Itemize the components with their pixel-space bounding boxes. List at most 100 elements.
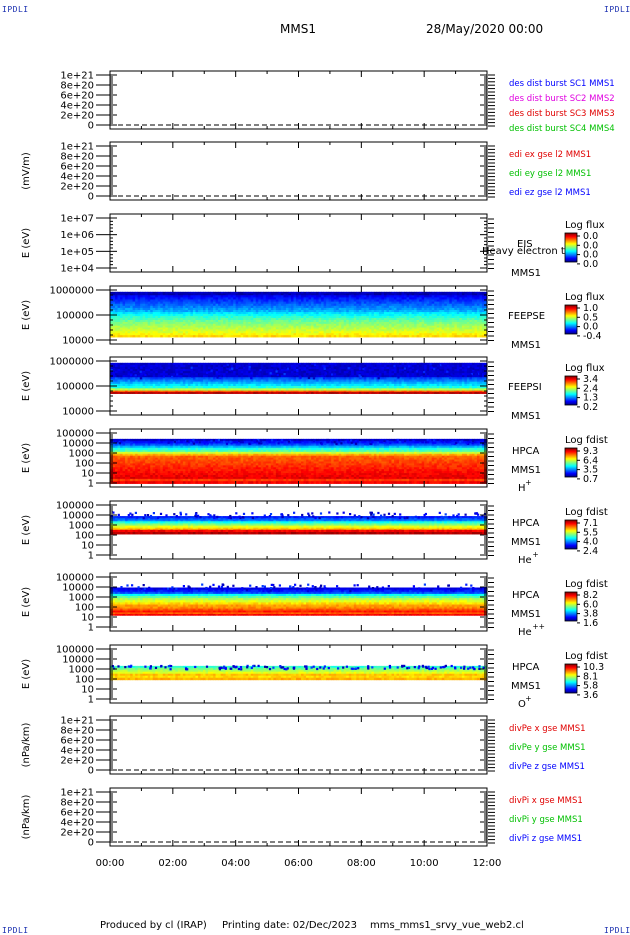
spectrogram-cell [417,335,420,337]
spectrogram-cell [268,335,271,337]
spectrogram-cell [407,335,410,337]
spectrogram-cell [233,335,236,337]
spectrogram-cell [160,335,163,337]
spectrogram-cell [273,335,276,337]
spectrogram-cell [432,335,435,337]
spectrogram-cell [188,335,191,337]
spectrogram-cell [203,335,206,337]
spectrogram-cell [140,335,143,337]
spectrogram-cell [464,335,467,337]
spectrogram-cell [278,335,281,337]
spectrogram-cell [158,335,161,337]
spectrogram-cell [180,335,183,337]
y-tick-label: 1e+04 [60,264,94,275]
spectrogram-cell [208,335,211,337]
spectrogram-cell [286,335,289,337]
y-axis-label: E (eV) [21,228,32,258]
y-tick-label: 1000000 [49,286,94,297]
spectrogram-cell [185,335,188,337]
spectrogram-cell [248,335,251,337]
spectrogram-cell [123,335,126,337]
spectrogram-cell [442,335,445,337]
spectrogram-cell [479,335,482,337]
spectrogram-cell [118,335,121,337]
spectrogram-cell [419,335,422,337]
spectrogram-cell [306,335,309,337]
spectrogram-cell [414,335,417,337]
spectrogram-cell [170,335,173,337]
spectrogram-cell [206,335,209,337]
panel-frame [110,71,487,129]
y-tick-label: 100000 [56,311,94,322]
spectrogram-cell [341,335,344,337]
spectrogram-cell [226,335,229,337]
spectrogram-cell [276,335,279,337]
spectrogram-cell [178,335,181,337]
spectrogram-cell [334,335,337,337]
spectrogram-cell [366,335,369,337]
spectrogram-cell [309,335,312,337]
spectrogram-cell [130,335,133,337]
spectrogram-cell [263,335,266,337]
spectrogram-cell [424,335,427,337]
spectrogram-cell [351,335,354,337]
spectrogram-cell [336,335,339,337]
spectrogram-cell [397,335,400,337]
legend-entry: edi ez gse l2 MMS1 [509,188,591,198]
spectrogram-cell [376,335,379,337]
spectrogram-cell [173,335,176,337]
spectrogram-cell [231,335,234,337]
spectrogram-cell [241,335,244,337]
spectrogram-cell [311,335,314,337]
spectrogram-cell [293,335,296,337]
spectrogram-cell [444,335,447,337]
spectrogram-cell [183,335,186,337]
colorbar [565,305,577,334]
spectrogram-cell [459,335,462,337]
spectrogram-cell [402,335,405,337]
legend-entry: des dist burst SC3 MMS3 [509,109,615,119]
colorbar-title: Log flux [565,292,605,303]
spectrogram-cell [319,335,322,337]
spectrogram-cell [190,335,193,337]
spectrogram-cell [150,335,153,337]
legend-entry: edi ex gse l2 MMS1 [509,150,591,160]
spectrogram-cell [452,335,455,337]
spectrogram-cell [344,335,347,337]
y-tick-label: 0 [88,121,94,132]
legend-entry: des dist burst SC4 MMS4 [509,124,615,134]
spectrogram-cell [469,335,472,337]
legend-entry: des dist burst SC2 MMS2 [509,94,615,104]
spectrogram-cell [374,335,377,337]
spectrogram-cell [379,335,382,337]
spectrogram-cell [364,335,367,337]
spectrogram-cell [389,335,392,337]
spectrogram-cell [120,335,123,337]
spectrogram-cell [195,335,198,337]
spectrogram-cell [449,335,452,337]
spectrogram-cell [371,335,374,337]
spectrogram-cell [168,335,171,337]
spectrogram-cell [427,335,430,337]
spectrogram-cell [467,335,470,337]
spectrogram-cell [457,335,460,337]
spectrogram-cell [349,335,352,337]
spectrogram-cell [301,335,304,337]
spectrogram-cell [314,335,317,337]
spectrogram-cell [394,335,397,337]
panel-frame [110,214,487,272]
spectrogram-cell [321,335,324,337]
spectrogram-cell [399,335,402,337]
spectrogram-cell [261,335,264,337]
spectrogram-cell [266,335,269,337]
spectrogram-cell [238,335,241,337]
spectrogram-cell [324,335,327,337]
spacecraft-label: MMS1 [511,340,541,351]
legend-entry: edi ey gse l2 MMS1 [509,169,591,179]
spectrogram-cell [138,335,141,337]
spectrogram-cell [175,335,178,337]
spectrogram-cell [381,335,384,337]
